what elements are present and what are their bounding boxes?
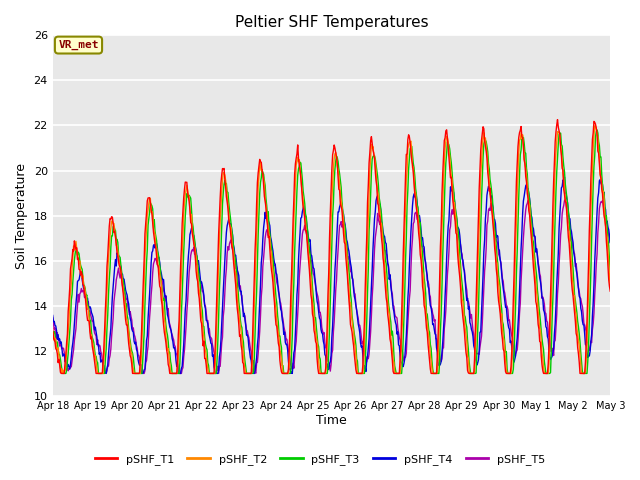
Title: Peltier SHF Temperatures: Peltier SHF Temperatures bbox=[235, 15, 428, 30]
Legend: pSHF_T1, pSHF_T2, pSHF_T3, pSHF_T4, pSHF_T5: pSHF_T1, pSHF_T2, pSHF_T3, pSHF_T4, pSHF… bbox=[90, 450, 550, 469]
Y-axis label: Soil Temperature: Soil Temperature bbox=[15, 163, 28, 269]
X-axis label: Time: Time bbox=[316, 414, 347, 427]
Text: VR_met: VR_met bbox=[58, 40, 99, 50]
